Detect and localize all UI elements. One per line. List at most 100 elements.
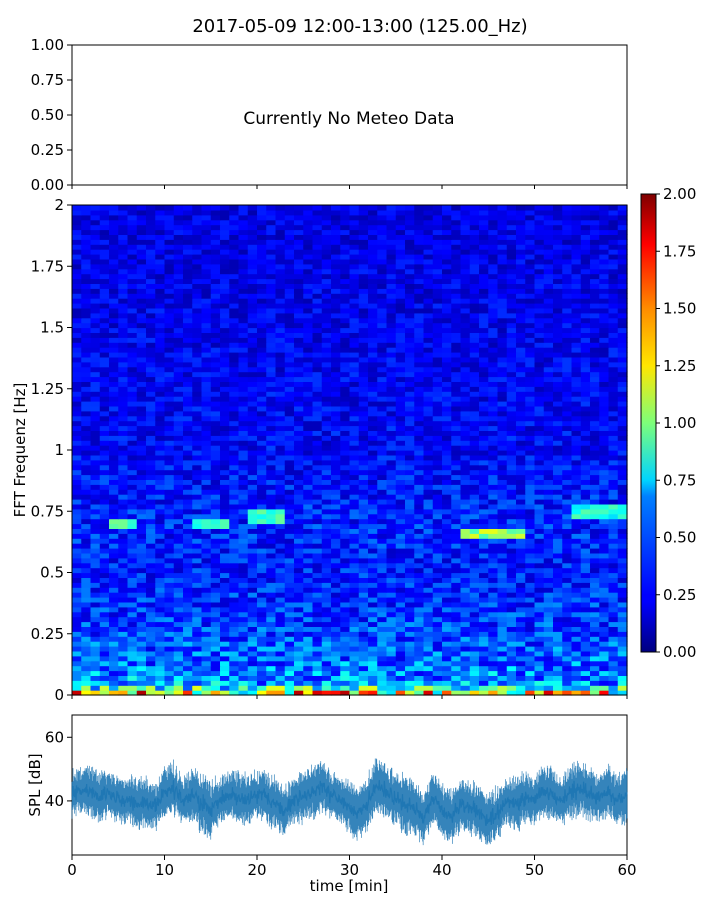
heatmap-cell <box>275 577 286 583</box>
heatmap-cell <box>599 479 610 485</box>
heatmap-cell <box>525 474 536 480</box>
heatmap-cell <box>220 415 230 422</box>
heatmap-cell <box>580 655 591 662</box>
heatmap-cell <box>442 601 452 608</box>
heatmap-cell <box>136 606 147 613</box>
heatmap-cell <box>294 582 304 588</box>
heatmap-cell <box>257 381 267 387</box>
heatmap-cell <box>81 401 92 407</box>
heatmap-cell <box>460 352 471 358</box>
heatmap-cell <box>284 577 295 583</box>
heatmap-cell <box>516 303 526 309</box>
heatmap-cell <box>405 675 415 681</box>
heatmap-cell <box>210 655 221 662</box>
heatmap-cell <box>617 469 628 476</box>
heatmap-cell <box>146 430 156 436</box>
heatmap-cell <box>136 381 147 387</box>
heatmap-cell <box>590 337 600 343</box>
heatmap-cell <box>312 337 323 343</box>
heatmap-cell <box>543 543 554 549</box>
heatmap-cell <box>155 479 166 485</box>
heatmap-cell <box>294 435 304 441</box>
heatmap-cell <box>109 288 119 294</box>
heatmap-cell <box>294 543 304 549</box>
heatmap-cell <box>386 582 397 588</box>
heatmap-cell <box>294 386 304 392</box>
heatmap-cell <box>247 646 258 652</box>
heatmap-cell <box>127 508 138 515</box>
heatmap-cell <box>312 356 323 363</box>
heatmap-cell <box>183 543 193 549</box>
heatmap-cell <box>358 641 369 647</box>
heatmap-cell <box>192 410 203 417</box>
heatmap-cell <box>543 577 554 583</box>
heatmap-cell <box>506 513 517 520</box>
heatmap-cell <box>340 528 351 534</box>
heatmap-cell <box>497 572 508 578</box>
heatmap-cell <box>386 459 397 466</box>
heatmap-cell <box>99 690 110 696</box>
heatmap-cell <box>201 552 212 559</box>
heatmap-cell <box>451 543 462 549</box>
heatmap-cell <box>368 352 378 358</box>
heatmap-cell <box>331 577 341 583</box>
heatmap-cell <box>488 626 499 632</box>
heatmap-cell <box>599 352 610 358</box>
heatmap-cell <box>497 307 508 314</box>
heatmap-cell <box>395 307 406 314</box>
heatmap-cell <box>146 312 156 319</box>
heatmap-cell <box>321 513 332 520</box>
heatmap-cell <box>386 611 397 618</box>
heatmap-cell <box>109 665 119 672</box>
heatmap-cell <box>617 464 628 471</box>
heatmap-cell <box>395 670 406 676</box>
heatmap-cell <box>284 611 295 618</box>
heatmap-cell <box>571 391 582 397</box>
heatmap-cell <box>432 435 443 441</box>
heatmap-cell <box>173 454 184 461</box>
heatmap-cell <box>617 410 628 417</box>
heatmap-cell <box>72 552 82 559</box>
heatmap-cell <box>118 396 129 402</box>
heatmap-cell <box>321 303 332 309</box>
heatmap-cell <box>155 680 166 686</box>
heatmap-cell <box>257 425 267 431</box>
heatmap-cell <box>571 386 582 392</box>
heatmap-cell <box>590 494 600 500</box>
heatmap-cell <box>192 675 203 681</box>
heatmap-cell <box>192 396 203 402</box>
heatmap-cell <box>136 680 147 686</box>
heatmap-cell <box>90 450 101 456</box>
heatmap-cell <box>118 464 129 471</box>
heatmap-cell <box>220 342 230 348</box>
heatmap-cell <box>275 616 286 623</box>
heatmap-cell <box>608 425 619 431</box>
heatmap-cell <box>497 454 508 461</box>
heatmap-cell <box>608 327 619 333</box>
heatmap-cell <box>118 474 129 480</box>
heatmap-cell <box>368 616 378 623</box>
heatmap-cell <box>349 401 360 407</box>
heatmap-cell <box>118 307 129 314</box>
heatmap-cell <box>210 440 221 446</box>
heatmap-cell <box>405 479 415 485</box>
heatmap-cell <box>349 430 360 436</box>
heatmap-cell <box>173 626 184 632</box>
heatmap-cell <box>155 420 166 427</box>
heatmap-cell <box>201 415 212 422</box>
heatmap-cell <box>460 577 471 583</box>
heatmap-cell <box>136 665 147 672</box>
heatmap-cell <box>155 611 166 618</box>
heatmap-cell <box>590 332 600 338</box>
heatmap-cell <box>99 347 110 353</box>
heatmap-cell <box>599 322 610 329</box>
heatmap-cell <box>368 621 378 627</box>
heatmap-cell <box>173 665 184 672</box>
heatmap-cell <box>580 528 591 534</box>
heatmap-cell <box>386 312 397 319</box>
heatmap-cell <box>479 381 489 387</box>
heatmap-cell <box>146 641 156 647</box>
heatmap-cell <box>525 503 536 510</box>
heatmap-cell <box>590 601 600 608</box>
heatmap-cell <box>331 288 341 294</box>
